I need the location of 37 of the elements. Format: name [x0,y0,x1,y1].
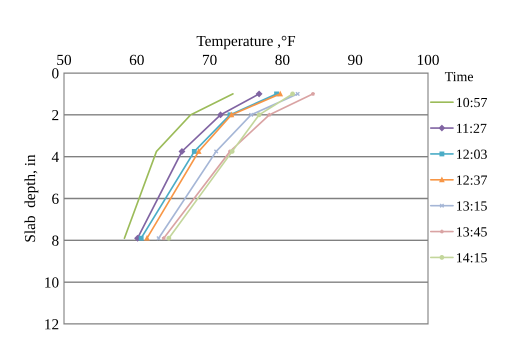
legend-label: 13:45 [457,227,487,237]
x-tick-label: 80 [275,54,290,66]
point [230,149,235,154]
y-tick-label: 4 [52,152,59,162]
legend-title: Time [444,72,474,82]
point [278,91,283,96]
y-tick-label: 8 [52,235,59,246]
y-tick-label: 10 [45,277,59,288]
x-tick-label: 90 [348,54,362,66]
point [178,148,186,155]
legend-label: 11:27 [457,124,486,134]
y-tick-label: 12 [45,319,58,330]
x-tick-label: 50 [57,54,72,66]
x-tick-label: 70 [202,54,217,66]
point [217,112,224,118]
y-tick-label: 6 [52,194,59,204]
point [192,149,197,154]
x-tick-label: 100 [418,54,439,66]
line-series [124,93,234,240]
point [166,236,172,241]
legend-label: 13:15 [457,201,487,211]
legend-label: 12:37 [457,175,488,185]
point [256,112,262,118]
point [290,91,296,96]
point [248,112,254,118]
x-axis-title: Temperature ,°F [196,36,296,50]
point [144,236,150,241]
point [138,236,144,241]
y-tick-label: 0 [52,68,59,78]
point [214,149,219,154]
point [256,90,262,98]
legend-label: 10:57 [457,98,488,108]
y-axis-title: Slab depth, in [24,154,38,242]
y-tick-label: 2 [52,110,58,120]
legend-label: 12:03 [457,150,487,159]
legend-label: 14:15 [457,253,487,262]
x-tick-label: 60 [130,54,144,66]
